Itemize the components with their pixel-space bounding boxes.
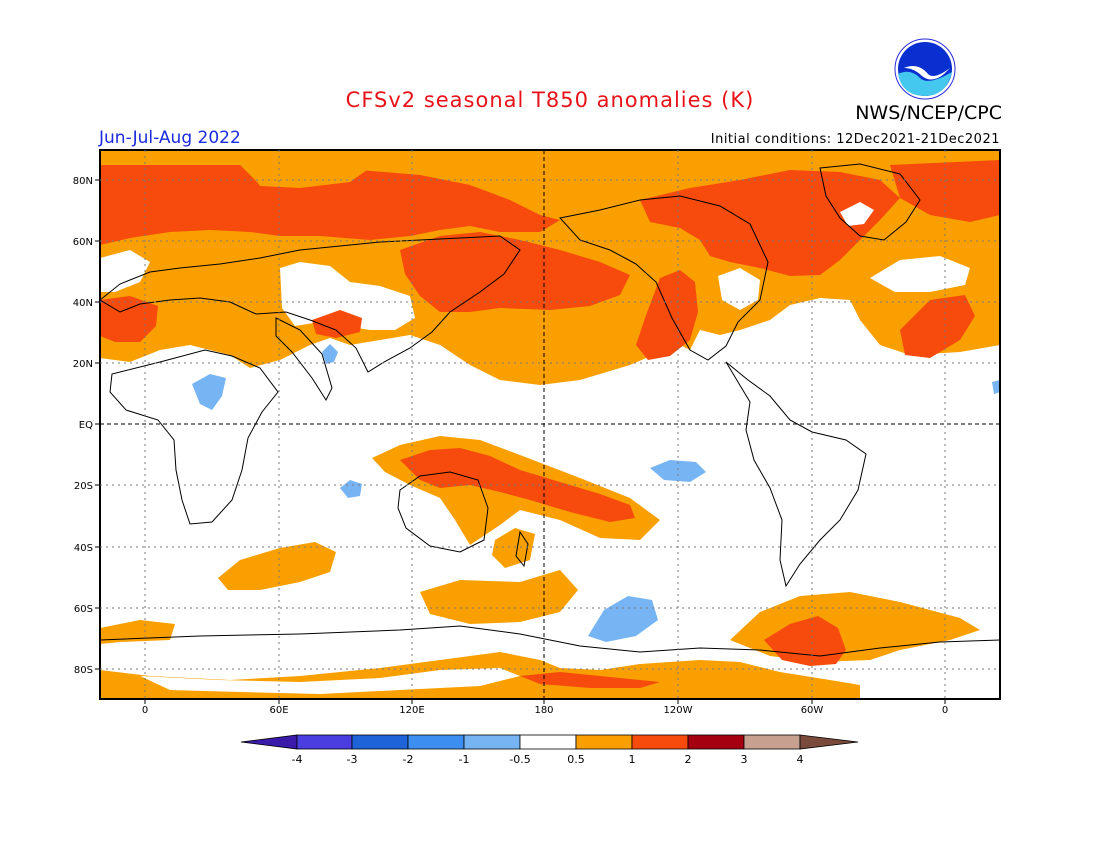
latitude-label: 80N (73, 176, 93, 187)
anomaly-gap-north-america (718, 268, 760, 310)
agency-label: NWS/NCEP/CPC (855, 102, 1002, 124)
anomaly-region-south-indian-orange (218, 542, 336, 590)
latitude-label: EQ (79, 420, 93, 431)
anomaly-region-south-pacific-red (400, 448, 635, 522)
colorbar-swatch (687, 734, 745, 750)
latitude-label: 60S (74, 604, 93, 615)
anomaly-region-indian-ocean-blue (340, 480, 362, 498)
colorbar-swatch (519, 734, 577, 750)
colorbar-label: -3 (347, 753, 358, 766)
anomaly-region-northeast-red (640, 170, 900, 276)
anomaly-region-arctic-ocean-red (890, 160, 1000, 222)
colorbar-label: -1 (459, 753, 470, 766)
latitude-labels: 80N 60N 40N 20N EQ 20S 40S 60S 80S (73, 176, 100, 676)
colorbar-label: -0.5 (509, 753, 530, 766)
anomaly-region-sahel-blue (192, 374, 226, 410)
colorbar-swatch (463, 734, 521, 750)
longitude-labels: 0 60E 120E 180 120W 60W 0 (142, 699, 948, 716)
colorbar-arrow-high (799, 734, 859, 750)
forecast-period: Jun-Jul-Aug 2022 (99, 128, 241, 148)
latitude-label: 40N (73, 298, 93, 309)
colorbar-label: 1 (629, 753, 636, 766)
anomaly-gap-nw-europe (100, 250, 150, 292)
latitude-label: 40S (74, 543, 93, 554)
colorbar-swatch (575, 734, 633, 750)
colorbar-arrow-low (240, 734, 298, 750)
chart-title: CFSv2 seasonal T850 anomalies (K) (345, 88, 755, 112)
latitude-label: 20N (73, 359, 93, 370)
colorbar-swatch (351, 734, 409, 750)
anomaly-region-mediterranean-red (100, 296, 158, 342)
colorbar-swatch (407, 734, 465, 750)
colorbar-label: 0.5 (567, 753, 585, 766)
anomaly-gap-greenland (840, 202, 874, 226)
anomaly-region-west-mediterranean-red (900, 295, 975, 358)
anomaly-region-ross-red (520, 672, 660, 688)
initial-conditions: Initial conditions: 12Dec2021-21Dec2021 (710, 132, 1000, 147)
anomaly-region-arctic-red (100, 165, 560, 245)
graticule (100, 150, 1000, 699)
colorbar: -4 -3 -2 -1 -0.5 0.5 1 2 3 4 (240, 734, 859, 766)
anomaly-region-atlantic-blue (992, 380, 1000, 394)
longitude-label: 60W (801, 705, 824, 716)
colorbar-swatch (743, 734, 801, 750)
colorbar-swatch (296, 734, 353, 750)
anomaly-region-weddell-red (764, 616, 846, 666)
longitude-label: 0 (142, 705, 148, 716)
noaa-logo-icon (894, 38, 956, 100)
anomaly-region-antarctic-white (140, 668, 520, 694)
colorbar-label: 3 (741, 753, 748, 766)
longitude-label: 180 (534, 705, 553, 716)
colorbar-label: 2 (685, 753, 692, 766)
colorbar-label: -4 (292, 753, 303, 766)
anomaly-region-southern-ocean-orange (420, 570, 578, 624)
anomaly-region-tropical-pacific-blue (650, 460, 706, 482)
longitude-label: 0 (942, 705, 948, 716)
colorbar-swatch (631, 734, 689, 750)
anomaly-gap-central-asia (280, 262, 415, 330)
anomaly-region-tibet-red (312, 310, 362, 338)
longitude-label: 120E (399, 705, 424, 716)
colorbar-label: -2 (403, 753, 414, 766)
latitude-label: 20S (74, 481, 93, 492)
anomaly-region-india-blue (322, 344, 338, 364)
latitude-label: 60N (73, 237, 93, 248)
longitude-label: 120W (664, 705, 693, 716)
latitude-label: 80S (74, 665, 93, 676)
anomaly-region-north-pacific-red (400, 232, 630, 312)
colorbar-label: 4 (797, 753, 804, 766)
longitude-label: 60E (269, 705, 288, 716)
coastlines (100, 163, 1000, 657)
